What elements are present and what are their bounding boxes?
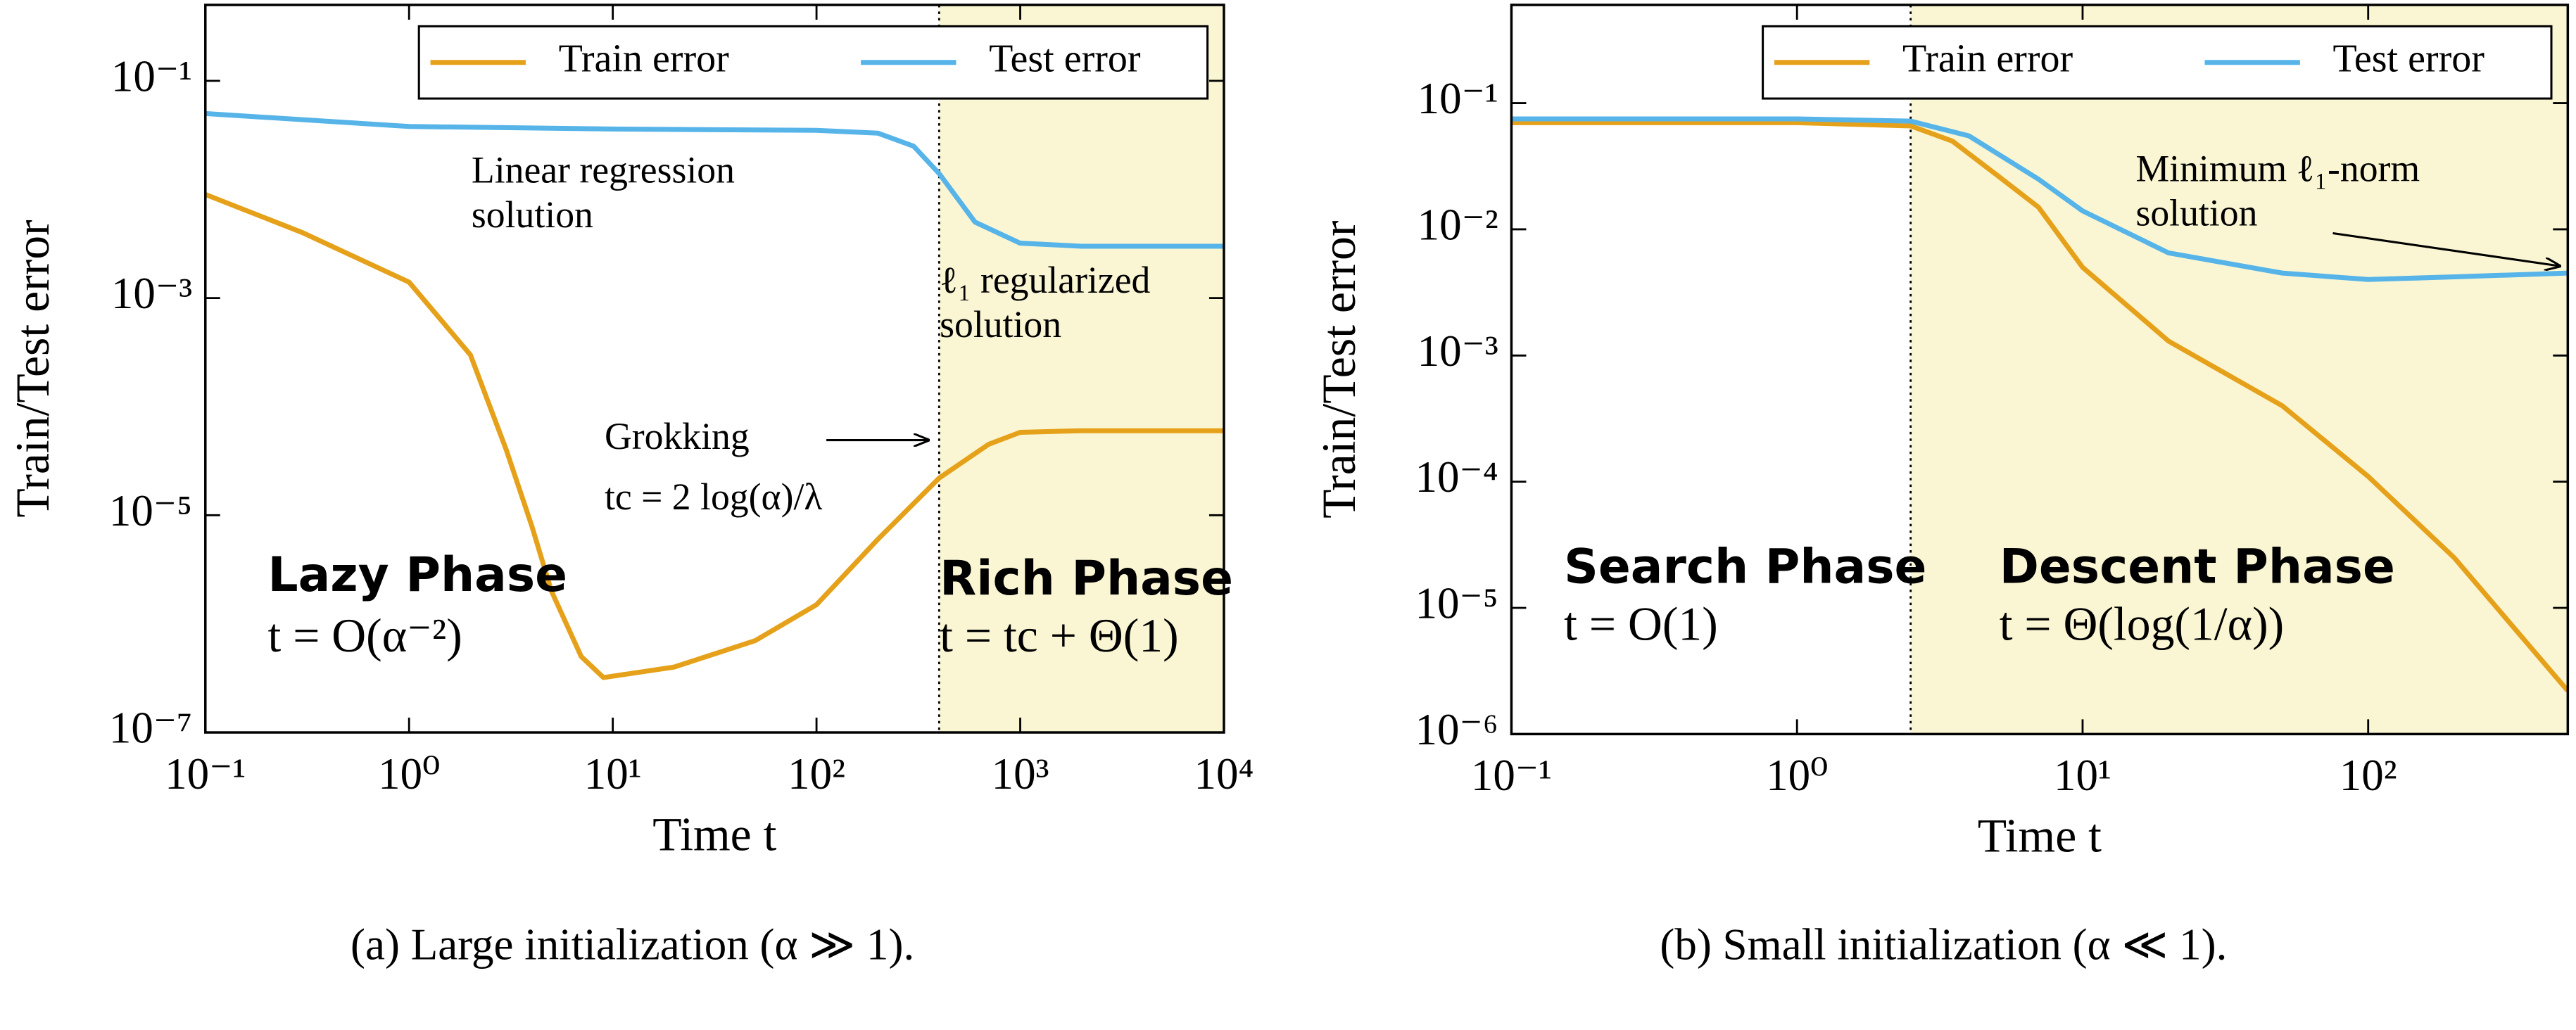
y-tick-label: 10⁻³	[111, 269, 192, 318]
annotation: ℓ₁ regularized	[940, 259, 1150, 301]
series-line	[205, 192, 1224, 680]
y-axis-label: Train/Test error	[1313, 221, 1365, 519]
legend-box	[1762, 25, 2553, 100]
annotation: solution	[940, 303, 1061, 345]
y-tick-label: 10⁻⁶	[1415, 705, 1498, 754]
annotation: tc = 2 log(α)/λ	[605, 476, 822, 518]
x-axis-label: Time t	[652, 808, 776, 860]
annotation: t = Θ(log(1/α))	[2000, 598, 2284, 651]
annotation: t = O(α⁻²)	[267, 609, 462, 662]
plot	[205, 5, 1224, 733]
legend-label: Test error	[2333, 37, 2485, 81]
plot	[1511, 5, 2568, 735]
y-tick-label: 10⁻²	[1418, 200, 1498, 249]
annotation-arrow	[2332, 231, 2560, 266]
legend-label: Train error	[1902, 37, 2073, 81]
y-tick-label: 10⁻¹	[1418, 74, 1498, 123]
plot-frame	[204, 4, 1225, 734]
x-tick-label: 10²	[2340, 751, 2397, 800]
x-tick-label: 10³	[992, 749, 1049, 799]
x-tick-label: 10¹	[584, 749, 642, 799]
phase-label: Descent Phase	[2000, 539, 2395, 595]
annotation: t = O(1)	[1564, 598, 1718, 651]
x-tick-label: 10¹	[2054, 751, 2111, 800]
phase-label: Rich Phase	[940, 550, 1233, 606]
annotation: solution	[2135, 191, 2257, 234]
caption: (a) Large initialization (α ≫ 1).	[351, 920, 914, 969]
y-tick-label: 10⁻⁵	[1415, 578, 1498, 628]
annotation: Grokking	[605, 415, 750, 457]
y-tick-label: 10⁻⁷	[109, 704, 192, 753]
y-axis-label: Train/Test error	[6, 220, 59, 517]
series-line	[1511, 116, 2568, 282]
x-axis-label: Time t	[1978, 810, 2102, 863]
y-tick-label: 10⁻⁴	[1415, 452, 1498, 502]
x-tick-label: 10⁰	[378, 749, 440, 799]
legend-box	[417, 25, 1209, 100]
phase-shade	[939, 5, 1224, 733]
x-tick-label: 10⁰	[1766, 751, 1828, 800]
x-tick-label: 10⁻¹	[1471, 751, 1552, 800]
series-line	[205, 110, 1224, 249]
y-tick-label: 10⁻⁵	[109, 486, 192, 535]
y-tick-label: 10⁻¹	[111, 51, 192, 101]
plot-frame	[1510, 4, 2570, 736]
series-line	[1511, 120, 2568, 693]
phase-label: Search Phase	[1564, 539, 1926, 595]
x-tick-label: 10⁻¹	[165, 749, 246, 799]
phase-shade	[1910, 5, 2568, 735]
legend-label: Test error	[989, 37, 1141, 81]
caption: (b) Small initialization (α ≪ 1).	[1660, 920, 2227, 969]
legend-label: Train error	[559, 37, 730, 81]
y-tick-label: 10⁻³	[1418, 326, 1498, 376]
x-tick-label: 10⁴	[1194, 749, 1254, 799]
annotation: t = tc + Θ(1)	[940, 609, 1179, 662]
x-tick-label: 10²	[788, 749, 845, 799]
phase-label: Lazy Phase	[267, 547, 567, 602]
annotation: Minimum ℓ₁-norm	[2135, 147, 2420, 189]
annotation: solution	[472, 193, 593, 236]
annotation: Linear regression	[472, 149, 735, 191]
